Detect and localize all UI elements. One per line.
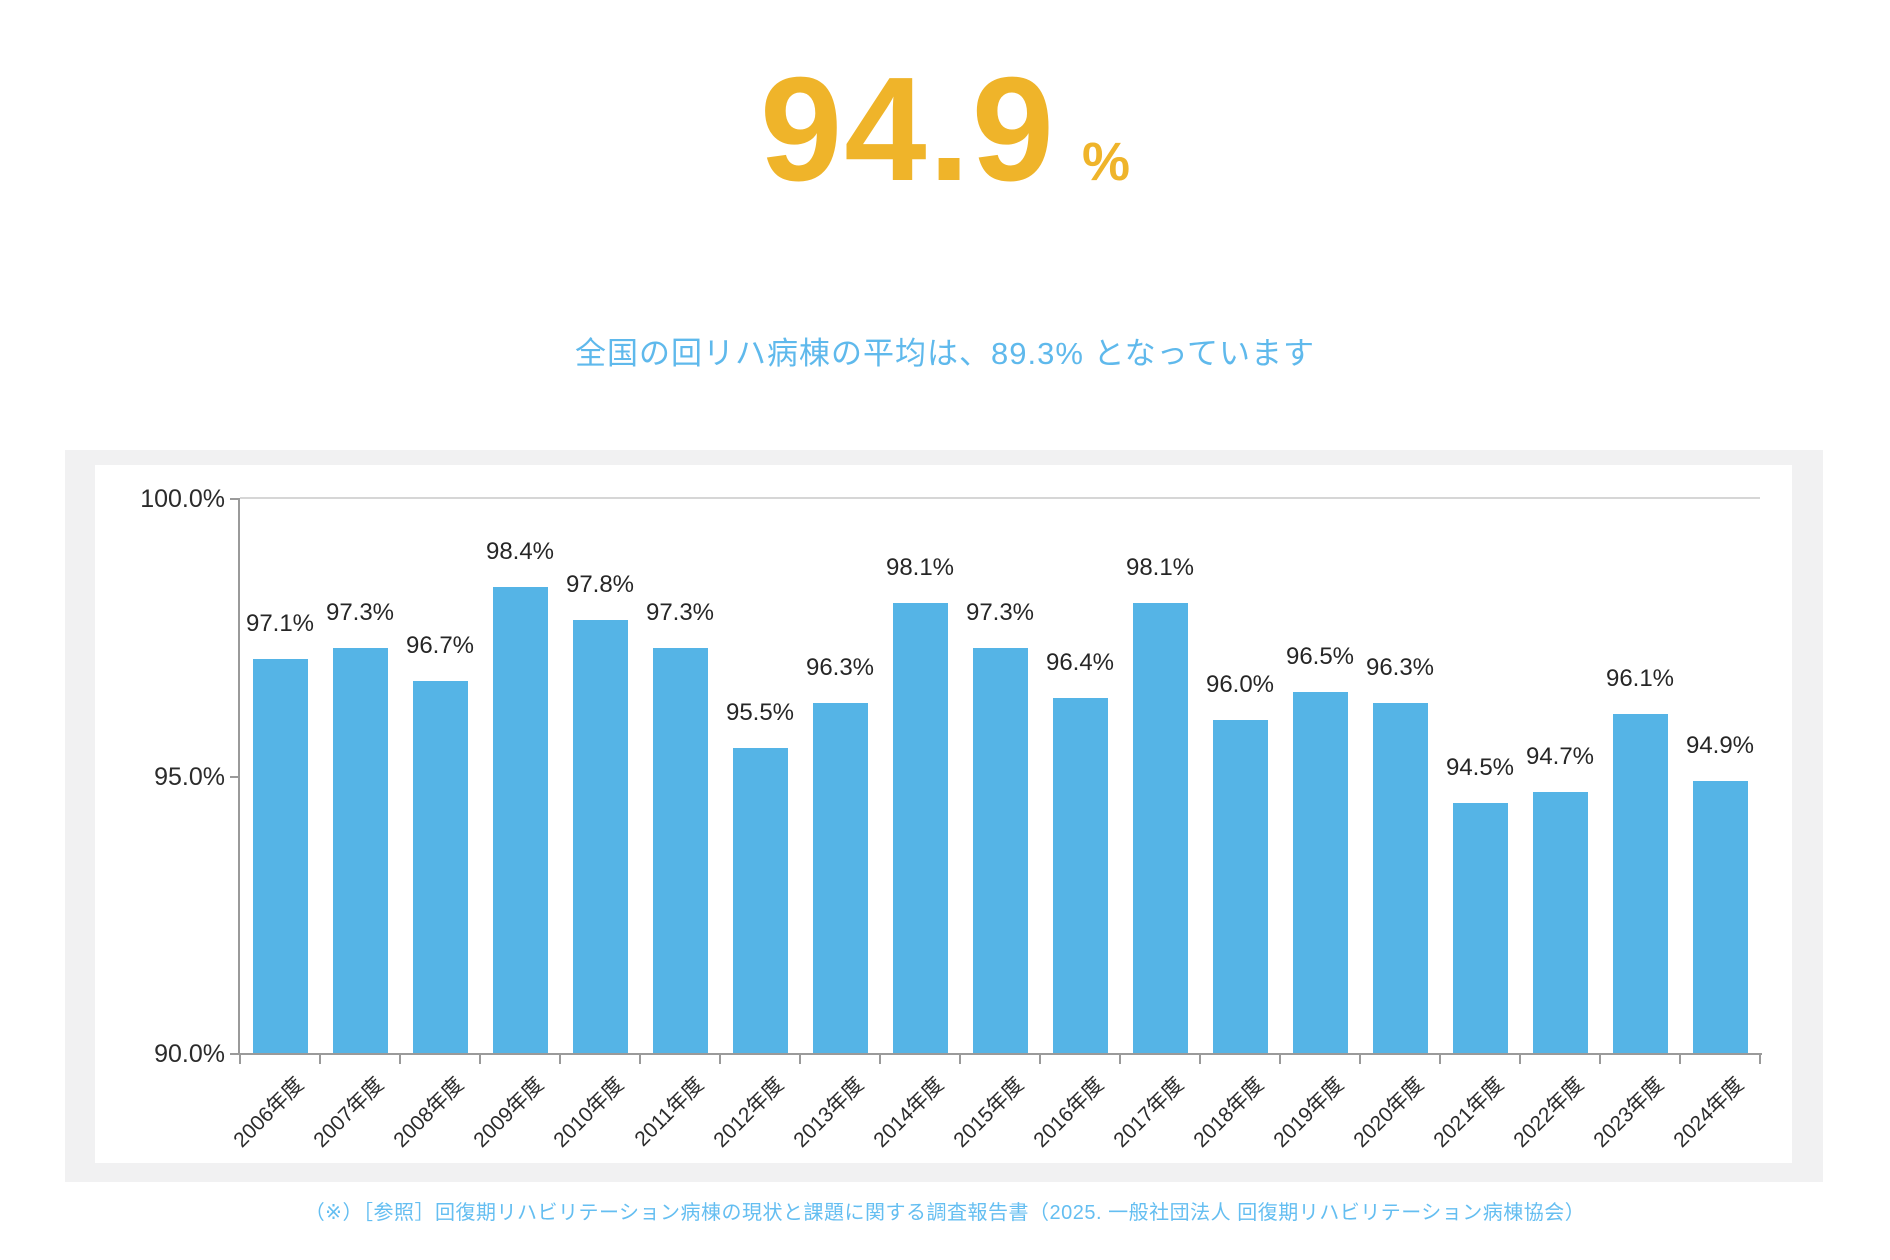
x-axis-tick <box>1039 1055 1041 1064</box>
bar-value-label: 97.1% <box>245 609 315 637</box>
bar-chart: 100.0% 95.0% 90.0% 97.1% 2006年度 97.3% 2007年度 96… <box>95 465 1792 1163</box>
x-axis-tick <box>1119 1055 1121 1064</box>
bar-value-label: 96.5% <box>1285 643 1355 671</box>
headline-value: 94.9 <box>759 47 1057 212</box>
bar-value-label: 97.3% <box>965 598 1035 626</box>
x-axis-tick <box>1199 1055 1201 1064</box>
x-axis-tick <box>1599 1055 1601 1064</box>
x-axis-tick <box>799 1055 801 1064</box>
bar-value-label: 96.3% <box>1365 654 1435 682</box>
bar-value-label: 97.8% <box>565 571 635 599</box>
chart-card: 100.0% 95.0% 90.0% 97.1% 2006年度 97.3% 2007年度 96… <box>65 450 1823 1182</box>
x-axis-tick <box>1359 1055 1361 1064</box>
bar <box>412 681 468 1053</box>
bar-value-label: 98.4% <box>485 537 555 565</box>
bar-value-label: 95.5% <box>725 698 795 726</box>
bar <box>492 586 548 1053</box>
bar <box>1132 603 1188 1053</box>
bar <box>332 647 388 1053</box>
gridline-100pct <box>240 497 1760 499</box>
subtitle: 全国の回リハ病棟の平均は、89.3% となっています <box>574 336 1316 371</box>
x-axis-tick <box>479 1055 481 1064</box>
x-axis-tick <box>1519 1055 1521 1064</box>
bar <box>812 703 868 1053</box>
x-axis-tick <box>1759 1055 1761 1064</box>
bar-value-label: 96.1% <box>1605 665 1675 693</box>
bar <box>1612 714 1668 1053</box>
bar-value-label: 97.3% <box>645 598 715 626</box>
bar-value-label: 98.1% <box>1125 554 1195 582</box>
bar-value-label: 96.0% <box>1205 671 1275 698</box>
bar-value-label: 96.3% <box>805 654 875 682</box>
bar-value-label: 96.7% <box>405 632 475 660</box>
x-axis-tick <box>719 1055 721 1064</box>
x-axis-tick <box>879 1055 881 1064</box>
bar <box>652 647 708 1053</box>
bar <box>732 747 788 1053</box>
x-axis-tick <box>239 1055 241 1064</box>
bar <box>572 620 628 1053</box>
bar-value-label: 96.4% <box>1045 648 1115 676</box>
bar <box>1692 781 1748 1053</box>
x-axis-tick <box>399 1055 401 1064</box>
y-axis-label: 100.0% <box>140 485 225 513</box>
y-axis-tick <box>230 775 238 778</box>
bar-value-label: 98.1% <box>885 554 955 582</box>
bar-value-label: 94.5% <box>1445 754 1515 782</box>
y-axis-line <box>238 498 240 1055</box>
x-axis-line <box>238 1053 1762 1055</box>
x-axis-tick <box>1679 1055 1681 1064</box>
x-axis-tick <box>319 1055 321 1064</box>
bar-value-label: 94.7% <box>1525 743 1595 771</box>
x-axis-tick <box>1279 1055 1281 1064</box>
bar <box>972 647 1028 1053</box>
bar <box>892 603 948 1053</box>
y-axis-tick <box>230 1053 238 1055</box>
bar <box>252 658 308 1053</box>
y-axis-tick <box>230 498 238 500</box>
x-axis-tick <box>959 1055 961 1064</box>
bar <box>1372 703 1428 1053</box>
bar <box>1212 720 1268 1053</box>
x-axis-tick <box>1439 1055 1441 1064</box>
bar <box>1292 692 1348 1053</box>
bar-value-label: 94.9% <box>1685 732 1755 760</box>
y-axis-label: 90.0% <box>154 1040 225 1068</box>
bar <box>1452 803 1508 1053</box>
headline-percent-unit: % <box>1082 132 1131 192</box>
x-axis-tick <box>559 1055 561 1064</box>
y-axis-label: 95.0% <box>154 762 225 791</box>
bar <box>1052 697 1108 1053</box>
bar <box>1532 792 1588 1053</box>
source-caption: （※）［参照］回復期リハビリテーション病棟の現状と課題に関する調査報告書（202… <box>304 1202 1586 1224</box>
bar-value-label: 97.3% <box>325 598 395 626</box>
headline: 94.9 % <box>0 52 1890 222</box>
x-axis-tick <box>639 1055 641 1064</box>
